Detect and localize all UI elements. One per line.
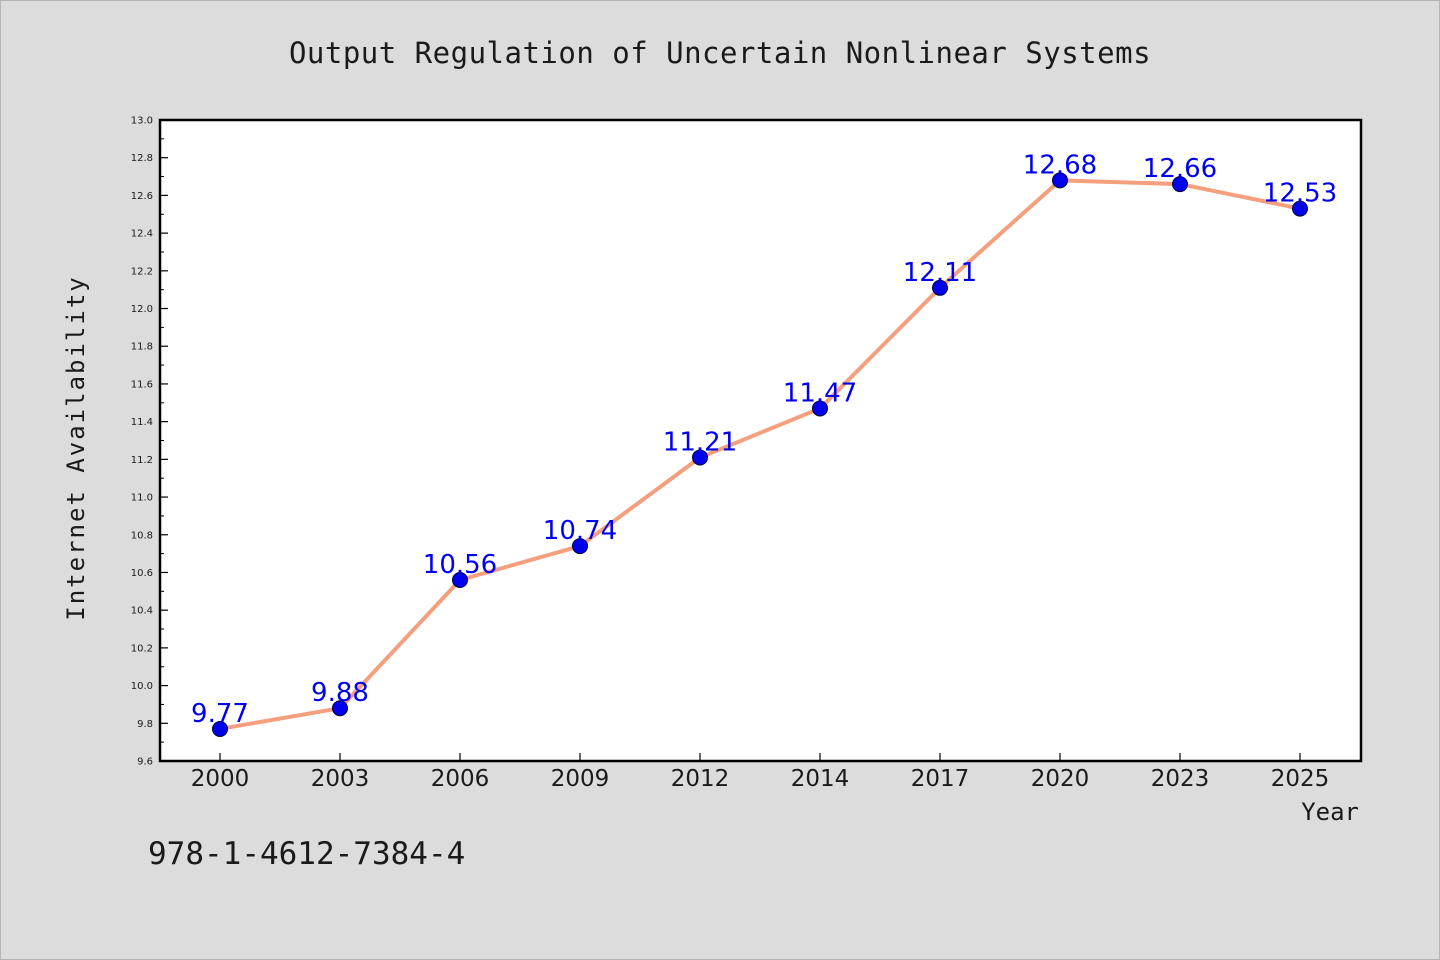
data-point-marker xyxy=(1172,176,1188,193)
data-point-marker xyxy=(572,538,588,555)
data-label: 10.74 xyxy=(543,516,617,546)
data-point-marker xyxy=(812,400,828,417)
y-tick-label: 10.6 xyxy=(131,568,153,579)
y-tick-label: 11.8 xyxy=(131,342,153,353)
y-tick-label: 12.4 xyxy=(131,229,153,240)
x-tick-label: 2006 xyxy=(431,766,490,792)
data-label: 11.47 xyxy=(783,378,857,408)
y-tick-label: 9.8 xyxy=(137,719,153,730)
y-axis-label: Internet Availability xyxy=(62,275,90,620)
data-label: 10.56 xyxy=(423,550,497,580)
y-tick-label: 11.2 xyxy=(131,455,153,466)
plot-area xyxy=(158,118,1363,763)
data-label: 12.66 xyxy=(1143,154,1217,184)
x-tick-label: 2009 xyxy=(551,766,610,792)
y-tick-label: 12.6 xyxy=(131,191,153,202)
y-tick-label: 12.2 xyxy=(131,266,153,277)
y-tick-label: 11.4 xyxy=(131,417,153,428)
x-tick-label: 2012 xyxy=(671,766,730,792)
data-label: 12.68 xyxy=(1023,150,1097,180)
y-tick-label: 10.8 xyxy=(131,530,153,541)
y-tick-label: 10.0 xyxy=(131,681,153,692)
data-point-marker xyxy=(692,449,708,466)
x-tick-label: 2023 xyxy=(1151,766,1210,792)
data-point-marker xyxy=(332,700,348,717)
data-point-marker xyxy=(932,279,948,296)
isbn-text: 978-1-4612-7384-4 xyxy=(148,836,465,872)
x-tick-label: 2020 xyxy=(1031,766,1090,792)
y-tick-label: 13.0 xyxy=(131,116,153,127)
x-tick-label: 2014 xyxy=(791,766,850,792)
x-tick-label: 2017 xyxy=(911,766,970,792)
data-label: 9.88 xyxy=(311,678,369,708)
data-point-marker xyxy=(1292,200,1308,217)
y-tick-label: 9.6 xyxy=(137,757,153,768)
series-line xyxy=(219,178,1301,731)
y-tick-label: 10.2 xyxy=(131,643,153,654)
x-tick-label: 2003 xyxy=(311,766,370,792)
data-label: 9.77 xyxy=(191,699,249,729)
data-label: 12.11 xyxy=(903,258,977,288)
y-tick-label: 11.6 xyxy=(131,379,153,390)
x-axis-label: Year xyxy=(1301,798,1359,826)
chart-title: Output Regulation of Uncertain Nonlinear… xyxy=(289,36,1151,70)
data-point-marker xyxy=(452,572,468,589)
y-tick-label: 12.0 xyxy=(131,304,153,315)
data-label: 11.21 xyxy=(663,427,737,457)
y-tick-label: 10.4 xyxy=(131,606,153,617)
x-tick-label: 2000 xyxy=(191,766,250,792)
y-tick-label: 11.0 xyxy=(131,493,153,504)
data-point-marker xyxy=(1052,172,1068,189)
data-label: 12.53 xyxy=(1263,179,1337,209)
x-tick-label: 2025 xyxy=(1271,766,1330,792)
data-point-marker xyxy=(212,720,228,737)
y-tick-label: 12.8 xyxy=(131,153,153,164)
